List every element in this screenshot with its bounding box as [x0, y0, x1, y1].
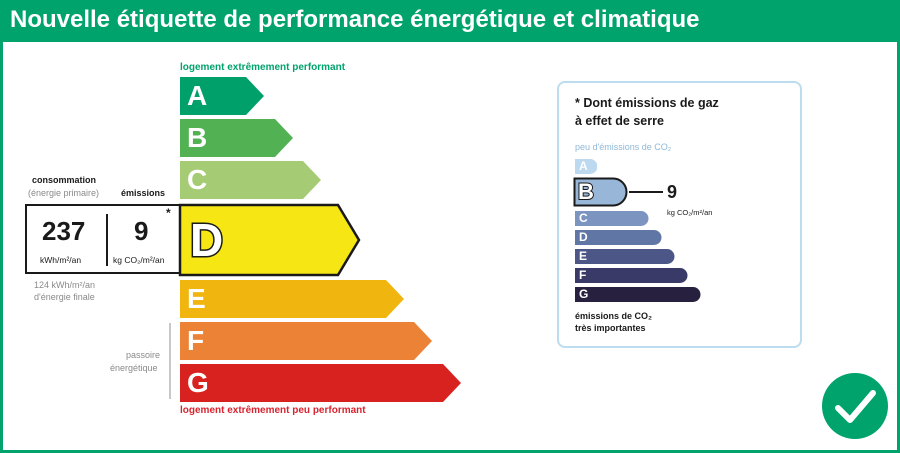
co2-grade-e: E [575, 249, 675, 264]
energy-grade-d-letter: D [188, 214, 224, 267]
co2-grade-f-shape [575, 268, 688, 283]
co2-grade-c-shape [575, 211, 649, 226]
co2-grade-g-shape [575, 287, 701, 302]
energy-grade-f-shape [180, 322, 432, 360]
energy-grade-f-letter: F [187, 325, 205, 356]
page-title: Nouvelle étiquette de performance énergé… [10, 6, 700, 33]
co2-panel-title: * Dont émissions de gaz à effet de serre [575, 94, 719, 130]
co2-bottom-caption-line1: émissions de CO₂ [575, 311, 653, 321]
energy-top-caption: logement extrêmement performant [180, 62, 346, 73]
co2-grade-c-letter: C [579, 211, 588, 225]
co2-grade-e-shape [575, 249, 675, 264]
values-divider [106, 214, 108, 266]
passoire-label-line1: passoire [126, 350, 161, 360]
co2-grade-g: G [575, 287, 701, 302]
co2-value: 9 [667, 182, 678, 202]
co2-unit: kg CO₂/m²/an [667, 208, 713, 217]
co2-grade-a-letter: A [579, 159, 588, 173]
energy-grade-f: F [180, 322, 433, 360]
values-box [25, 204, 180, 274]
emissions-label: émissions [121, 188, 166, 198]
checkmark-badge [822, 373, 888, 439]
energy-grade-e: E [180, 280, 405, 318]
energy-grade-c: C [180, 161, 322, 199]
final-energy-value: 124 kWh/m²/an [34, 280, 96, 290]
co2-grade-a: A [575, 159, 597, 174]
checkmark-icon [835, 390, 876, 423]
co2-top-caption: peu d'émissions de CO₂ [575, 142, 672, 152]
energy-grade-g-letter: G [187, 367, 209, 398]
energy-grade-b-letter: B [187, 122, 208, 153]
energy-grade-b: B [180, 119, 294, 157]
co2-grade-a-shape [575, 159, 597, 174]
consumption-value: 237 [42, 216, 86, 246]
energy-grade-a-letter: A [187, 80, 208, 111]
co2-grade-f-letter: F [579, 268, 587, 282]
energy-grade-b-shape [180, 119, 293, 157]
co2-grade-b-letter: B [577, 178, 595, 205]
energy-grade-a-shape [180, 77, 264, 115]
co2-grade-d: D [575, 230, 662, 245]
title-bar: Nouvelle étiquette de performance énergé… [0, 0, 900, 42]
energy-grade-e-shape [180, 280, 404, 318]
co2-title-line1: * Dont émissions de gaz [575, 96, 719, 110]
emissions-value: 9 [134, 216, 149, 246]
consumption-sublabel: (énergie primaire) [28, 188, 100, 198]
energy-grade-g-shape [180, 364, 461, 402]
co2-grade-b-shape [573, 177, 628, 207]
energy-grade-d-shape [178, 203, 361, 277]
energy-grade-e-letter: E [187, 283, 206, 314]
co2-bottom-caption: émissions de CO₂ très importantes [575, 310, 652, 334]
consumption-label: consommation [32, 175, 97, 185]
emissions-asterisk: * [166, 206, 171, 220]
co2-grade-d-shape [575, 230, 662, 245]
co2-grade-d-letter: D [579, 230, 588, 244]
co2-grade-c: C [575, 211, 649, 226]
emissions-unit: kg CO₂/m²/an [113, 255, 165, 265]
energy-bottom-caption: logement extrêmement peu performant [180, 405, 366, 416]
energy-grade-d-current [178, 203, 364, 277]
energy-grade-c-shape [180, 161, 321, 199]
co2-grade-g-letter: G [579, 287, 589, 301]
co2-grade-b-current [573, 177, 631, 207]
passoire-bracket [169, 323, 171, 399]
passoire-label-line2: énergétique [110, 363, 158, 373]
co2-bottom-caption-line2: très importantes [575, 323, 646, 333]
energy-grade-a: A [180, 77, 265, 115]
energy-grade-g: G [180, 364, 462, 402]
co2-grade-e-letter: E [579, 249, 588, 263]
consumption-unit: kWh/m²/an [40, 255, 82, 265]
co2-title-line2: à effet de serre [575, 114, 664, 128]
co2-pointer-line [629, 191, 663, 193]
final-energy-label: d'énergie finale [34, 292, 95, 302]
co2-grade-f: F [575, 268, 688, 283]
energy-grade-c-letter: C [187, 164, 208, 195]
